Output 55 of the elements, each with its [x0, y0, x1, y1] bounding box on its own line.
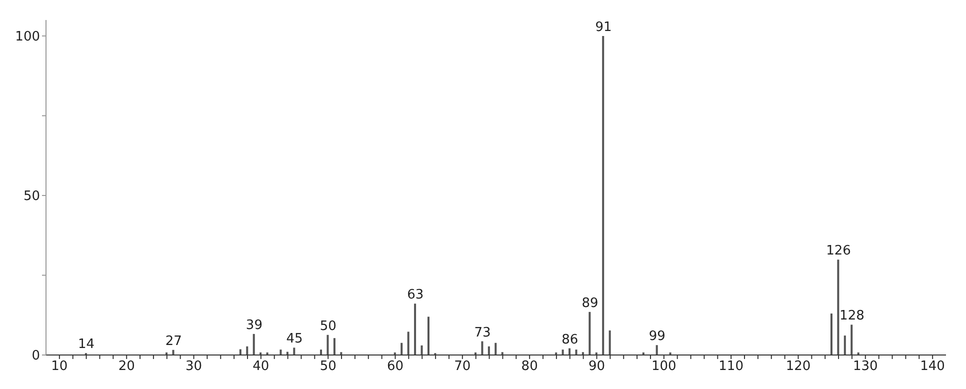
x-tick-label: 40 [252, 359, 270, 374]
annotation: 128 [840, 308, 864, 324]
y-tick-label: 100 [15, 30, 40, 45]
bar [575, 350, 578, 355]
bar [608, 330, 611, 355]
bar [407, 332, 410, 355]
x-tick-label: 80 [521, 359, 538, 374]
x-tick-label: 30 [185, 359, 202, 374]
annotation: 86 [562, 332, 578, 348]
bar [333, 338, 336, 355]
x-tick-label: 20 [118, 359, 135, 374]
bar [488, 346, 490, 355]
bar [562, 350, 564, 355]
bar [326, 334, 329, 355]
annotation: 91 [595, 20, 612, 35]
x-tick-label: 130 [852, 359, 878, 374]
bar [280, 350, 282, 355]
bar [246, 346, 248, 355]
x-tick-label: 110 [718, 359, 744, 374]
bar [830, 314, 832, 355]
x-tick-label: 70 [454, 359, 471, 374]
annotation: 89 [582, 296, 598, 311]
bar [252, 334, 255, 355]
x-tick-label: 60 [386, 359, 404, 374]
annotation: 27 [165, 334, 182, 349]
annotation: 50 [320, 318, 336, 334]
x-tick-label: 10 [51, 359, 68, 374]
bar [850, 324, 853, 355]
bar [602, 36, 604, 355]
bar [656, 345, 658, 355]
bar [420, 345, 423, 355]
annotation: 63 [407, 288, 424, 303]
annotation: 73 [474, 325, 491, 340]
y-tick-label: 50 [23, 189, 40, 204]
bar [320, 350, 322, 355]
x-tick-label: 140 [920, 359, 945, 374]
bar [427, 316, 430, 355]
annotation: 99 [648, 329, 666, 344]
bar [844, 336, 846, 355]
x-tick-label: 100 [651, 359, 676, 374]
bar [837, 260, 840, 355]
annotation: 14 [78, 337, 95, 352]
bar [293, 348, 296, 355]
x-tick-label: 50 [320, 359, 336, 374]
annotation: 39 [246, 318, 262, 333]
x-tick-label: 120 [786, 359, 811, 374]
bar [481, 341, 484, 355]
bar [494, 342, 497, 355]
annotation: 45 [286, 332, 303, 347]
bar [414, 304, 416, 355]
x-tick-label: 90 [588, 359, 606, 374]
bar [400, 342, 403, 355]
annotation: 126 [826, 244, 851, 259]
y-tick-label: 0 [32, 348, 40, 364]
bar [588, 312, 591, 355]
